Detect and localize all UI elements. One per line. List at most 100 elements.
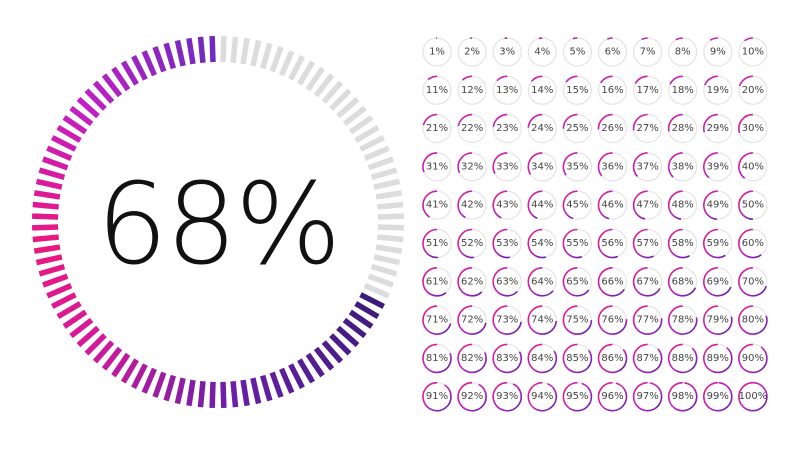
small-label: 74% xyxy=(531,315,553,326)
track-segment xyxy=(305,66,325,92)
small-label: 98% xyxy=(672,391,694,402)
small-arc xyxy=(496,75,508,82)
small-arc xyxy=(632,228,654,259)
small-label: 18% xyxy=(672,85,694,96)
small-arc xyxy=(422,305,452,335)
small-arc xyxy=(667,343,698,374)
segment xyxy=(342,317,367,339)
small-label: 44% xyxy=(531,200,553,211)
small-label: 6% xyxy=(605,47,621,58)
small-label: 42% xyxy=(461,200,483,211)
segment xyxy=(348,309,374,329)
small-arc xyxy=(632,152,648,178)
segment xyxy=(152,46,167,73)
small-label: 62% xyxy=(461,276,483,287)
track-segment xyxy=(259,42,273,70)
small-label: 82% xyxy=(461,353,483,364)
small-label: 43% xyxy=(496,200,518,211)
track-segment xyxy=(370,263,398,277)
segment xyxy=(33,244,61,254)
small-arc xyxy=(457,152,473,174)
segment xyxy=(69,105,94,127)
small-arc xyxy=(562,152,578,176)
segment xyxy=(46,145,73,161)
small-label: 26% xyxy=(601,123,623,134)
small-arc xyxy=(527,267,554,297)
small-arc xyxy=(457,228,474,259)
small-arc xyxy=(422,190,438,218)
small-label: 14% xyxy=(531,85,553,96)
small-label: 25% xyxy=(566,123,588,134)
small-label: 35% xyxy=(566,161,588,172)
small-arc xyxy=(422,152,438,173)
segment xyxy=(120,358,139,384)
track-segment xyxy=(377,201,404,210)
segment xyxy=(76,96,100,119)
segment xyxy=(32,201,59,210)
track-segment xyxy=(342,105,367,127)
small-arc xyxy=(703,190,718,220)
track-segment xyxy=(373,254,401,266)
small-label: 71% xyxy=(426,315,448,326)
small-label: 81% xyxy=(426,353,448,364)
small-label: 19% xyxy=(707,85,729,96)
track-segment xyxy=(373,178,401,190)
track-segment xyxy=(367,156,394,171)
small-arc xyxy=(703,267,732,297)
segment xyxy=(141,50,157,77)
segment xyxy=(120,60,139,86)
small-arc xyxy=(738,381,768,412)
segment xyxy=(250,377,262,405)
small-label: 45% xyxy=(566,200,588,211)
small-label: 2% xyxy=(464,47,480,58)
segment xyxy=(354,301,380,320)
small-arc xyxy=(597,343,628,374)
small-arc xyxy=(422,113,438,126)
small-label: 24% xyxy=(531,123,553,134)
segment xyxy=(32,213,59,220)
segment xyxy=(62,115,88,135)
small-label: 56% xyxy=(601,238,623,249)
small-arc xyxy=(702,381,733,412)
segment xyxy=(230,381,239,408)
small-label: 52% xyxy=(461,238,483,249)
small-label: 60% xyxy=(742,238,764,249)
small-label: 20% xyxy=(742,85,764,96)
small-arc xyxy=(703,305,733,335)
small-arc xyxy=(632,343,663,374)
small-arc xyxy=(422,228,438,259)
small-label: 80% xyxy=(742,315,764,326)
small-arc xyxy=(492,190,508,219)
segment xyxy=(111,66,131,92)
small-label: 67% xyxy=(636,276,658,287)
small-label: 38% xyxy=(672,161,694,172)
small-label: 51% xyxy=(426,238,448,249)
small-arc xyxy=(492,305,522,335)
small-arc xyxy=(597,381,628,412)
small-label: 9% xyxy=(710,47,726,58)
small-label: 21% xyxy=(426,123,448,134)
small-label: 55% xyxy=(566,238,588,249)
small-arc xyxy=(457,381,487,412)
track-segment xyxy=(321,80,344,104)
segment xyxy=(84,88,107,111)
small-label: 7% xyxy=(640,47,656,58)
small-arc xyxy=(667,228,690,259)
segment xyxy=(209,36,216,63)
small-label: 34% xyxy=(531,161,553,172)
segment xyxy=(51,292,77,309)
small-label: 90% xyxy=(742,353,764,364)
small-arc xyxy=(457,305,487,335)
small-arc xyxy=(422,381,452,412)
small-arc xyxy=(744,37,753,42)
small-label: 57% xyxy=(636,238,658,249)
small-arc xyxy=(667,305,698,335)
segment xyxy=(69,317,94,339)
track-segment xyxy=(363,145,390,161)
segment xyxy=(42,156,69,171)
small-arc xyxy=(709,37,718,41)
small-arc xyxy=(703,343,733,374)
small-arc xyxy=(461,75,473,81)
small-arc xyxy=(527,152,543,175)
